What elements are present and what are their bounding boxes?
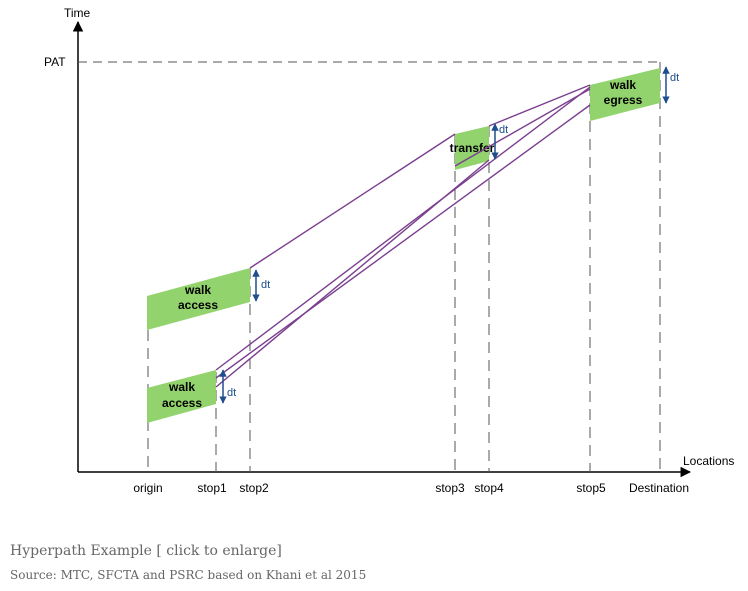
y-axis-label: Time: [64, 6, 91, 20]
walk-access-upper-box: [147, 268, 250, 330]
location-stop3: stop3: [435, 481, 465, 495]
path-line-stop1-stop5-b: [215, 104, 591, 379]
dt-label-stop2: dt: [261, 279, 270, 291]
walk-access-upper-label-line1: walk: [184, 283, 211, 297]
walk-egress-box: [590, 68, 660, 121]
caption-title[interactable]: Hyperpath Example [ click to enlarge]: [10, 543, 282, 559]
dt-label-destination: dt: [670, 72, 679, 84]
walk-access-lower-box: [147, 370, 216, 423]
walk-access-lower-label-line1: walk: [168, 380, 195, 394]
path-line-stop2-stop3: [249, 133, 456, 269]
caption-source: Source: MTC, SFCTA and PSRC based on Kha…: [10, 568, 367, 582]
walk-egress-label-line2: egress: [604, 93, 643, 107]
dt-label-stop4: dt: [499, 124, 508, 136]
location-origin: origin: [133, 481, 162, 495]
walk-access-lower-label-line2: access: [162, 396, 202, 410]
pat-label: PAT: [44, 55, 66, 69]
x-axis-label: Locations: [683, 454, 734, 468]
path-line-transfer-stop5: [454, 88, 591, 167]
path-line-stop1-stop5-a: [215, 86, 591, 371]
transfer-box: [455, 126, 489, 170]
location-destination: Destination: [629, 481, 689, 495]
location-stop4: stop4: [474, 481, 504, 495]
location-stop2: stop2: [239, 481, 269, 495]
walk-access-upper-label-line2: access: [178, 298, 218, 312]
hyperpath-diagram: Time Locations PAT origin stop1 stop2 st…: [44, 6, 734, 495]
location-stop5: stop5: [576, 481, 606, 495]
path-line-stop1-stop4: [215, 159, 490, 388]
path-line-stop4-stop5: [488, 84, 591, 127]
dt-label-stop1: dt: [227, 387, 236, 399]
walk-egress-label-line1: walk: [609, 78, 636, 92]
location-stop1: stop1: [197, 481, 227, 495]
transfer-label: transfer: [450, 141, 495, 155]
